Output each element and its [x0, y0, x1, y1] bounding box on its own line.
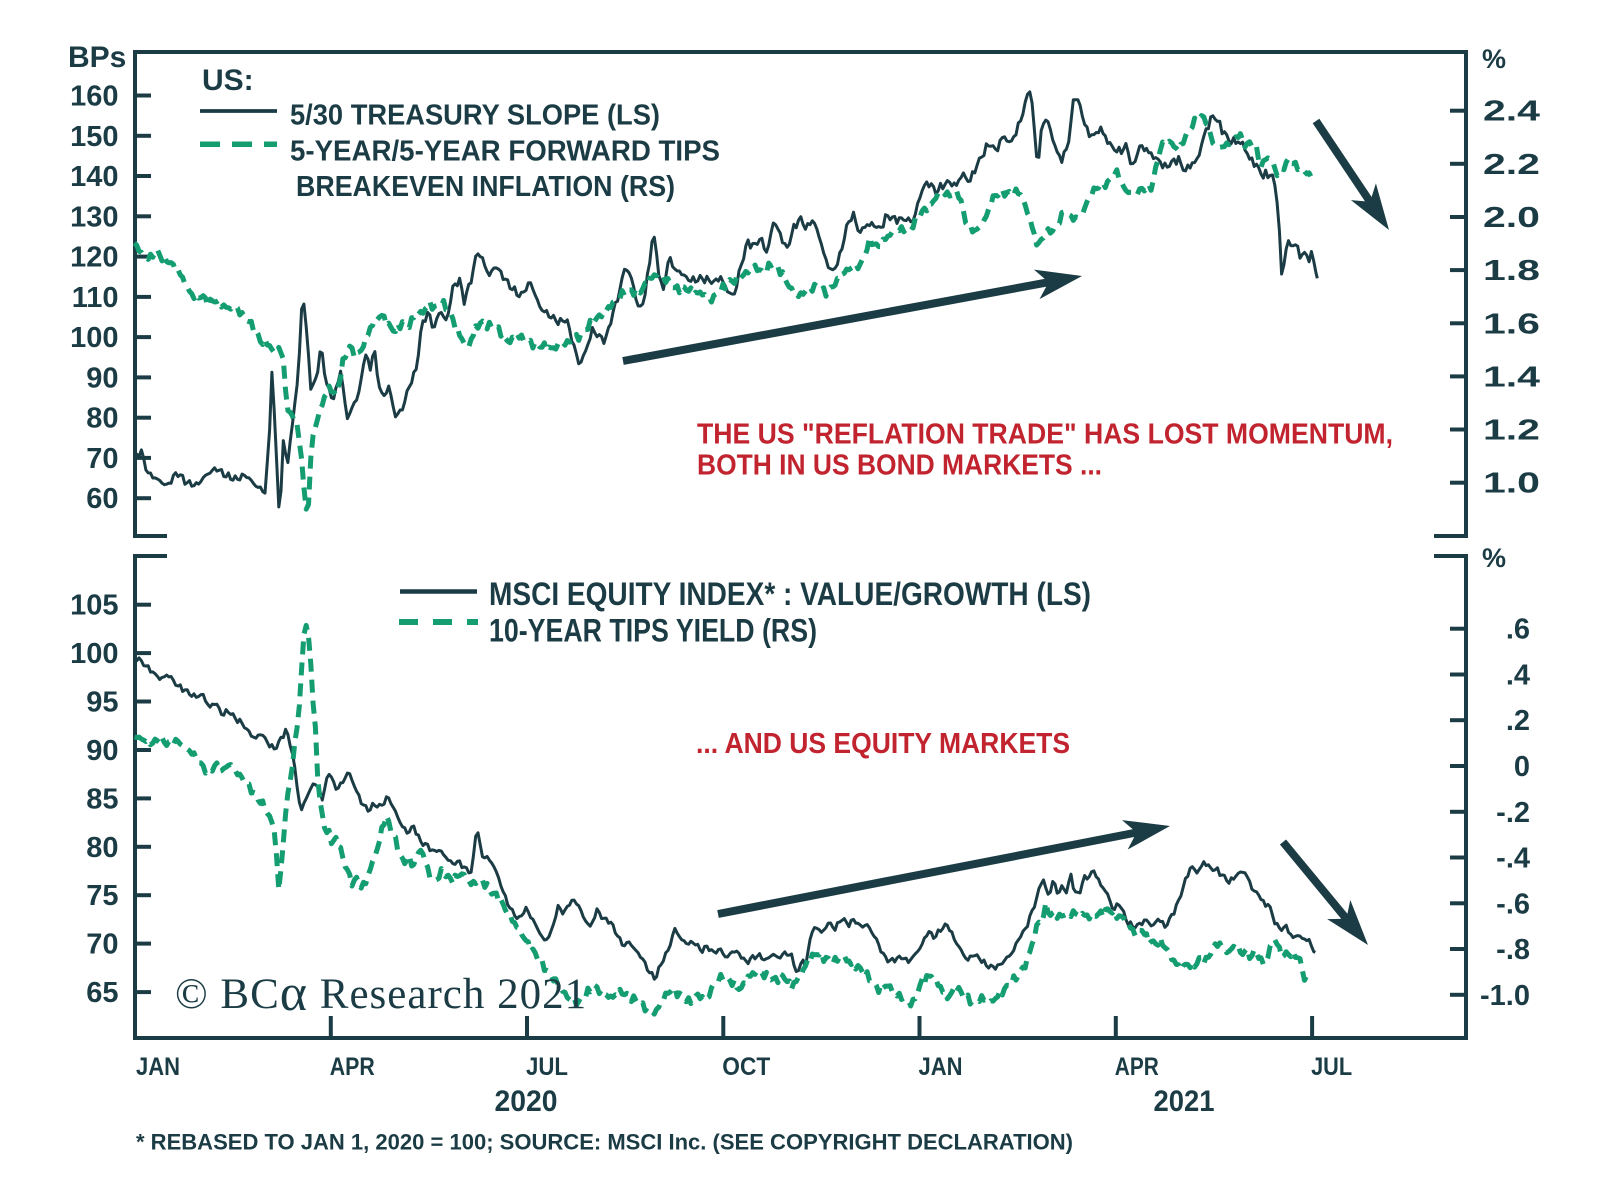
svg-text:.6: .6	[1506, 614, 1530, 646]
svg-text:2020: 2020	[495, 1085, 558, 1118]
svg-text:95: 95	[86, 687, 118, 719]
svg-text:105: 105	[70, 590, 118, 622]
svg-text:90: 90	[86, 735, 118, 767]
svg-text:1.4: 1.4	[1483, 361, 1540, 393]
svg-text:65: 65	[86, 977, 118, 1009]
svg-text:100: 100	[70, 322, 118, 354]
svg-text:5-YEAR/5-YEAR FORWARD TIPS: 5-YEAR/5-YEAR FORWARD TIPS	[290, 136, 720, 168]
svg-text:BOTH IN US BOND MARKETS ...: BOTH IN US BOND MARKETS ...	[697, 450, 1102, 482]
svg-text:-.4: -.4	[1496, 843, 1530, 875]
svg-text:1.6: 1.6	[1483, 308, 1540, 340]
svg-text:130: 130	[70, 201, 118, 233]
svg-text:90: 90	[86, 362, 118, 394]
svg-text:150: 150	[70, 121, 118, 153]
svg-text:70: 70	[86, 929, 118, 961]
svg-text:BPs: BPs	[68, 41, 126, 74]
svg-text:75: 75	[86, 880, 118, 912]
svg-text:THE US "REFLATION TRADE" HAS L: THE US "REFLATION TRADE" HAS LOST MOMENT…	[697, 419, 1393, 451]
svg-text:60: 60	[86, 483, 118, 515]
svg-text:OCT: OCT	[722, 1053, 770, 1081]
svg-text:80: 80	[86, 403, 118, 435]
svg-text:-.8: -.8	[1496, 934, 1530, 966]
svg-text:85: 85	[86, 783, 118, 815]
svg-text:70: 70	[86, 443, 118, 475]
svg-text:APR: APR	[330, 1053, 375, 1081]
svg-text:BREAKEVEN INFLATION (RS): BREAKEVEN INFLATION (RS)	[296, 171, 675, 203]
svg-text:160: 160	[70, 81, 118, 113]
svg-text:110: 110	[72, 282, 119, 314]
svg-text:JUL: JUL	[1311, 1053, 1352, 1081]
svg-text:.2: .2	[1506, 705, 1530, 737]
svg-text:© BCα Research 2021: © BCα Research 2021	[175, 965, 587, 1022]
svg-text:... AND US EQUITY MARKETS: ... AND US EQUITY MARKETS	[696, 728, 1070, 760]
svg-text:MSCI EQUITY INDEX* : VALUE/GRO: MSCI EQUITY INDEX* : VALUE/GROWTH (LS)	[489, 576, 1091, 612]
svg-text:.4: .4	[1506, 660, 1530, 692]
svg-text:-.6: -.6	[1496, 888, 1530, 920]
svg-text:%: %	[1482, 543, 1506, 573]
svg-text:1.2: 1.2	[1483, 415, 1540, 447]
svg-text:JAN: JAN	[136, 1053, 180, 1081]
svg-text:1.8: 1.8	[1483, 255, 1540, 287]
svg-text:-.2: -.2	[1496, 797, 1530, 829]
svg-text:* REBASED TO JAN 1, 2020 = 100: * REBASED TO JAN 1, 2020 = 100; SOURCE: …	[136, 1130, 1073, 1155]
svg-text:%: %	[1482, 44, 1506, 74]
svg-text:5/30 TREASURY SLOPE (LS): 5/30 TREASURY SLOPE (LS)	[290, 100, 660, 132]
svg-text:80: 80	[86, 832, 118, 864]
svg-text:1.0: 1.0	[1483, 468, 1540, 500]
svg-text:JUL: JUL	[526, 1053, 568, 1081]
svg-text:2.0: 2.0	[1483, 202, 1540, 234]
svg-text:-1.0: -1.0	[1480, 980, 1530, 1012]
svg-text:2.4: 2.4	[1483, 96, 1540, 128]
svg-text:JAN: JAN	[919, 1053, 963, 1081]
svg-text:10-YEAR TIPS YIELD (RS): 10-YEAR TIPS YIELD (RS)	[489, 613, 817, 649]
svg-text:2021: 2021	[1154, 1085, 1215, 1118]
svg-text:0: 0	[1514, 751, 1530, 783]
svg-text:140: 140	[70, 161, 118, 193]
svg-text:100: 100	[70, 638, 118, 670]
svg-text:120: 120	[70, 242, 118, 274]
svg-text:2.2: 2.2	[1483, 149, 1540, 181]
svg-text:US:: US:	[202, 64, 254, 97]
svg-text:APR: APR	[1115, 1053, 1159, 1081]
